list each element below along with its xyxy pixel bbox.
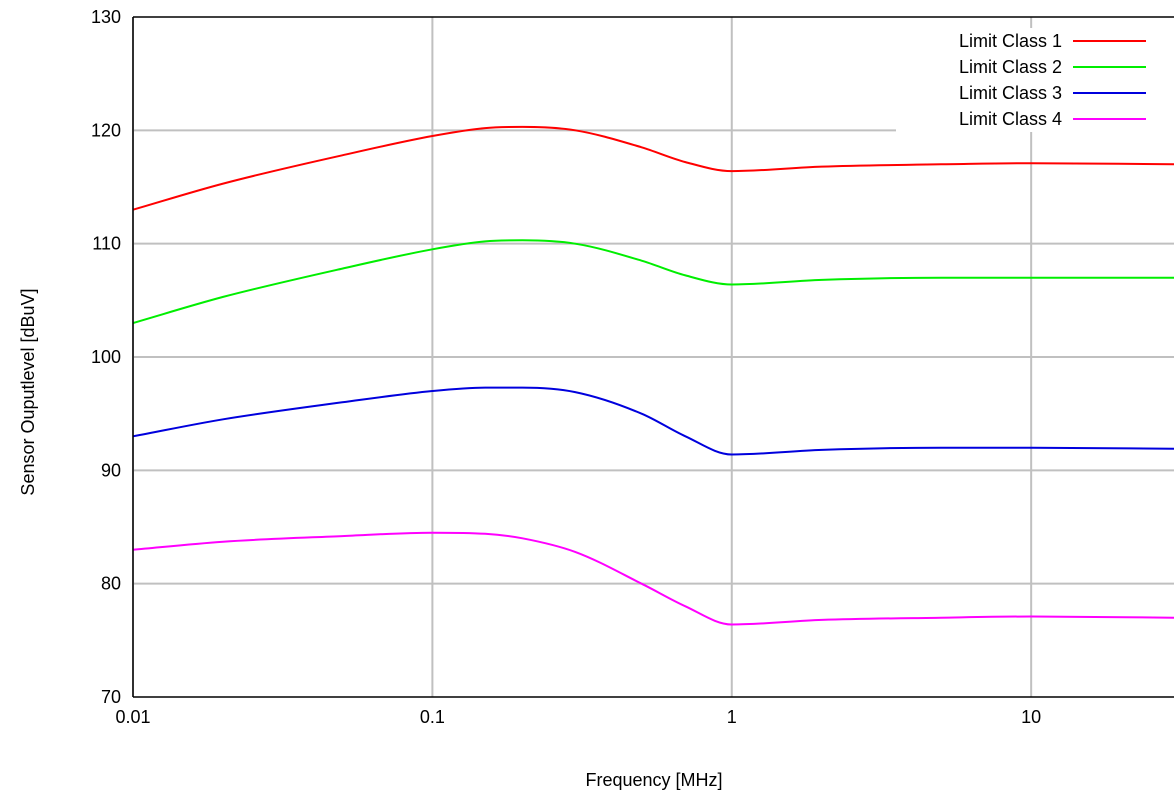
legend-label-1: Limit Class 1 <box>959 31 1062 51</box>
y-tick-label: 80 <box>101 574 121 594</box>
y-tick-label: 100 <box>91 347 121 367</box>
y-tick-label: 120 <box>91 120 121 140</box>
series-line-1 <box>132 125 1174 211</box>
y-tick-label: 130 <box>91 7 121 27</box>
x-axis-title: Frequency [MHz] <box>585 770 722 790</box>
x-tick-label: 0.1 <box>420 707 445 727</box>
series-line-2 <box>132 239 1174 324</box>
legend-label-2: Limit Class 2 <box>959 57 1062 77</box>
x-tick-label: 10 <box>1021 707 1041 727</box>
legend: Limit Class 1 Limit Class 2 Limit Class 3 L… <box>896 28 1174 132</box>
x-tick-label: 0.01 <box>115 707 150 727</box>
legend-label-3: Limit Class 3 <box>959 83 1062 103</box>
y-tick-label: 70 <box>101 687 121 707</box>
y-axis-title: Sensor Ouputlevel [dBuV] <box>18 288 38 495</box>
series-line-3 <box>132 386 1174 456</box>
y-tick-label: 90 <box>101 460 121 480</box>
legend-label-4: Limit Class 4 <box>959 109 1062 129</box>
series-layer <box>132 125 1174 626</box>
y-tick-label: 110 <box>92 234 121 254</box>
series-line-4 <box>132 531 1174 626</box>
x-tick-label: 1 <box>727 707 737 727</box>
